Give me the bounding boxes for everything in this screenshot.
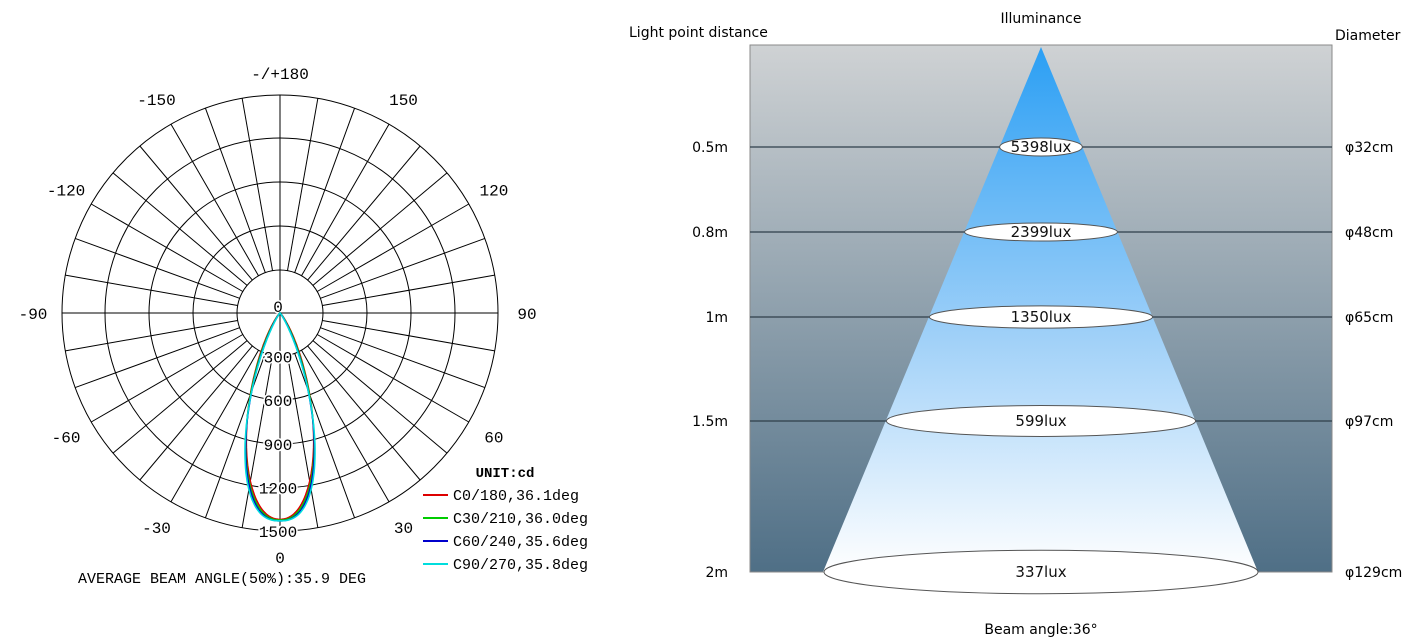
diameter-header: Diameter [1335,28,1401,44]
polar-spoke [90,334,244,423]
polar-spoke [139,345,253,481]
polar-spoke [322,274,495,307]
polar-spoke [294,353,356,519]
series-curve-C90-270 [244,311,316,522]
beam-angle-footer: Beam angle:36° [984,622,1097,638]
polar-spoke [286,98,319,271]
illuminance-header: Illuminance [1001,11,1082,27]
radial-tick-label: 600 [264,393,293,411]
polar-spoke [294,107,356,273]
illuminance-value: 599lux [1015,412,1066,430]
polar-grid [61,94,499,532]
polar-spoke [316,334,470,423]
polar-spoke [301,349,390,503]
distance-label: 1m [705,310,728,326]
distance-label: 0.5m [692,140,728,156]
polar-spoke [74,237,240,299]
unit-label: UNIT:cd [476,466,535,482]
distance-label: 2m [705,565,728,581]
beam-spot-ellipse [928,305,1154,329]
distance-header: Light point distance [629,25,768,41]
diameter-label: φ97cm [1345,414,1393,430]
diameter-label: φ32cm [1345,140,1393,156]
polar-spoke [112,172,248,286]
polar-spoke [320,327,486,389]
legend-label: C90/270,35.8deg [453,557,588,574]
polar-spoke [301,123,390,277]
illuminance-diagram: Illuminance Light point distance Diamete… [629,11,1402,638]
polar-spoke [139,145,253,281]
beam-spot-ellipse [885,405,1197,437]
polar-spoke [204,353,266,519]
angle-label: 90 [517,306,536,324]
illuminance-value: 337lux [1015,563,1066,581]
beam-spot-ellipse [964,222,1118,242]
radial-tick-label: 300 [264,350,293,368]
angle-label: -60 [52,430,81,448]
polar-spoke [241,355,274,528]
polar-spoke [74,327,240,389]
polar-spoke [170,349,259,503]
radial-tick-label: 1200 [259,480,297,498]
distance-label: 1.5m [692,414,728,430]
illuminance-value: 5398lux [1011,138,1072,156]
polar-spoke [286,355,319,528]
angle-label: -120 [47,183,85,201]
diameter-label: φ129cm [1345,565,1402,581]
angle-label: -90 [19,306,48,324]
beam-spot-ellipse [999,137,1083,157]
polar-spoke [322,319,495,352]
polar-spoke [312,172,448,286]
legend-label: C0/180,36.1deg [453,488,579,505]
distance-label: 0.8m [692,225,728,241]
polar-intensity-chart: -/+180 150 -150 120 -120 90 -90 60 -60 30 -30 0 0 30… [19,66,588,588]
angle-label: -150 [137,92,175,110]
illuminance-value: 1350lux [1011,308,1072,326]
diameter-label: φ48cm [1345,225,1393,241]
angle-label: -/+180 [251,66,309,84]
polar-spoke [65,319,238,352]
diameter-label: φ65cm [1345,310,1393,326]
polar-spoke [320,237,486,299]
polar-spoke [307,345,421,481]
angle-label: 0 [275,550,285,568]
polar-spoke [307,145,421,281]
illuminance-value: 2399lux [1011,223,1072,241]
illuminance-row: 599lux 1.5m φ97cm [692,405,1393,437]
legend-label: C30/210,36.0deg [453,511,588,528]
polar-spoke [90,203,244,292]
polar-spoke [241,98,274,271]
illuminance-row: 2399lux 0.8m φ48cm [692,222,1393,242]
beam-spot-ellipse [823,549,1259,595]
polar-spoke [316,203,470,292]
polar-series [244,311,316,522]
legend: C0/180,36.1deg C30/210,36.0deg C60/240,35.… [423,488,588,574]
illuminance-row: 337lux 2m φ129cm [705,549,1402,595]
legend-label: C60/240,35.6deg [453,534,588,551]
polar-angle-labels: -/+180 150 -150 120 -120 90 -90 60 -60 30 -30 0 [19,66,537,568]
polar-spoke [112,340,248,454]
angle-label: -30 [142,520,171,538]
beam-angle-caption: AVERAGE BEAM ANGLE(50%):35.9 DEG [78,571,366,588]
polar-spoke [65,274,238,307]
radial-tick-label: 1500 [259,524,297,542]
polar-spoke [204,107,266,273]
angle-label: 30 [394,520,413,538]
illuminance-row: 5398lux 0.5m φ32cm [692,137,1393,157]
angle-label: 120 [480,183,509,201]
illuminance-row: 1350lux 1m φ65cm [705,305,1393,329]
angle-label: 150 [389,92,418,110]
radial-tick-label: 900 [264,437,293,455]
polar-spoke [170,123,259,277]
polar-spoke [312,340,448,454]
angle-label: 60 [484,430,503,448]
